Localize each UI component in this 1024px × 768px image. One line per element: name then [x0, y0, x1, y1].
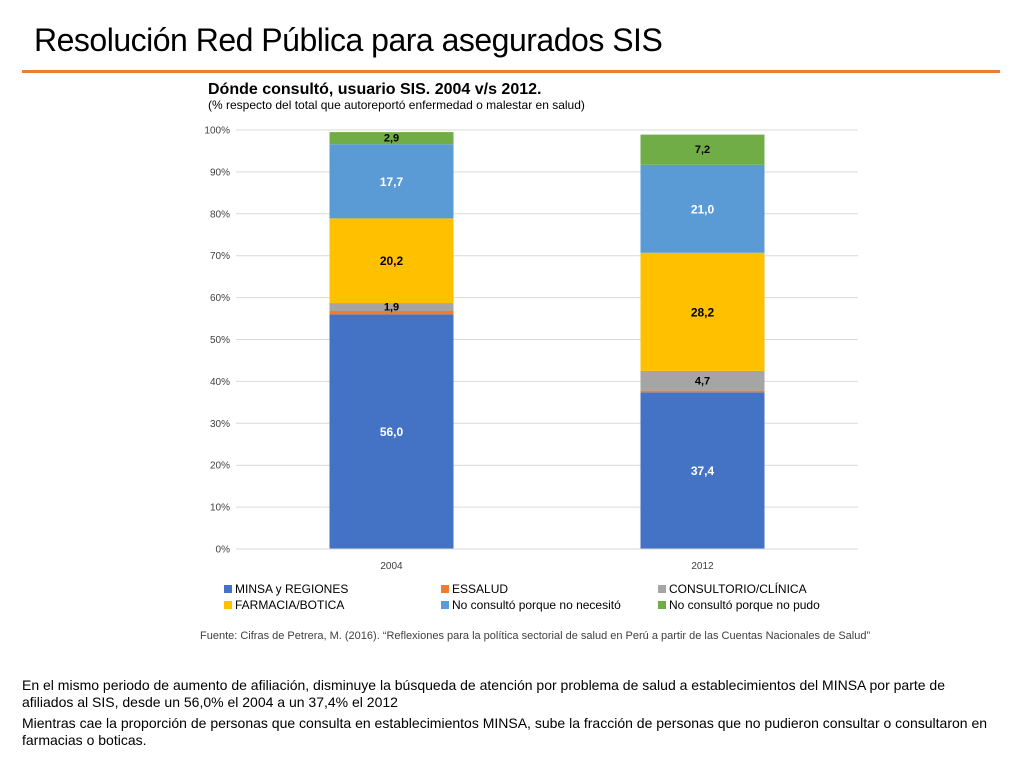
data-label: 7,2 — [695, 144, 710, 156]
legend-swatch — [441, 585, 449, 593]
source-note: Fuente: Cifras de Petrera, M. (2016). “R… — [200, 630, 871, 642]
y-tick-label: 20% — [210, 461, 230, 472]
legend-label: ESSALUD — [452, 582, 508, 596]
legend-swatch — [224, 585, 232, 593]
body-paragraph-1: En el mismo periodo de aumento de afilia… — [22, 677, 945, 710]
y-tick-label: 90% — [210, 167, 230, 178]
title-divider — [22, 70, 1000, 73]
bar-segment — [640, 252, 765, 371]
bar-segment — [640, 134, 765, 165]
legend-swatch — [441, 601, 449, 609]
y-axis: 0% 10% 20% 30% 40% 50% 60% 70% 80% 90% 100% — [204, 126, 230, 556]
data-label: 20,2 — [380, 254, 404, 268]
legend-label: FARMACIA/BOTICA — [235, 598, 344, 612]
y-tick-label: 60% — [210, 293, 230, 304]
bar-segment — [640, 390, 765, 393]
y-tick-label: 40% — [210, 377, 230, 388]
data-label: 28,2 — [691, 305, 715, 319]
data-label: 56,0 — [380, 425, 404, 439]
bar-segment — [329, 144, 454, 219]
body-paragraph-2: Mientras cae la proporción de personas q… — [22, 715, 988, 748]
data-label: 4,7 — [695, 375, 710, 387]
y-tick-label: 70% — [210, 251, 230, 262]
y-tick-label: 80% — [210, 209, 230, 220]
x-tick-label: 2012 — [691, 561, 714, 572]
data-label: 2,9 — [384, 133, 399, 145]
legend-label: CONSULTORIO/CLÍNICA — [669, 581, 807, 596]
bar-segment — [640, 392, 765, 549]
bar-segment — [329, 311, 454, 315]
legend-swatch — [658, 601, 666, 609]
x-axis: 2004 2012 — [236, 548, 858, 572]
chart-bars: 56,0 1,9 20,2 17,7 2,9 37,4 4,7 28,2 21,0 7,2 — [329, 132, 765, 549]
chart-legend: MINSA y REGIONES ESSALUD CONSULTORIO/CLÍNI… — [224, 581, 820, 612]
bar-segment — [329, 132, 454, 145]
data-label: 17,7 — [380, 175, 404, 189]
chart-title: Dónde consultó, usuario SIS. 2004 v/s 20… — [208, 81, 541, 98]
y-tick-label: 50% — [210, 335, 230, 346]
page-title: Resolución Red Pública para asegurados S… — [34, 22, 663, 58]
legend-swatch — [658, 585, 666, 593]
y-tick-label: 100% — [204, 126, 230, 137]
data-label: 1,9 — [384, 302, 399, 314]
data-label: 21,0 — [691, 202, 715, 216]
legend-label: No consultó porque no pudo — [669, 598, 820, 612]
bar-segment — [329, 314, 454, 549]
y-tick-label: 30% — [210, 419, 230, 430]
stacked-bar-chart: Dónde consultó, usuario SIS. 2004 v/s 20… — [204, 81, 858, 612]
bar-segment — [640, 164, 765, 253]
body-text: En el mismo periodo de aumento de afilia… — [22, 677, 997, 753]
bar-segment — [329, 303, 454, 312]
x-tick-label: 2004 — [380, 561, 403, 572]
bar-segment — [640, 370, 765, 391]
legend-label: MINSA y REGIONES — [235, 582, 348, 596]
chart-subtitle: (% respecto del total que autoreportó en… — [208, 98, 585, 112]
legend-swatch — [224, 601, 232, 609]
legend-label: No consultó porque no necesitó — [452, 598, 621, 612]
y-tick-label: 0% — [216, 545, 231, 556]
bar-segment — [329, 218, 454, 304]
chart-gridlines — [236, 129, 858, 550]
data-label: 37,4 — [691, 464, 715, 478]
y-tick-label: 10% — [210, 503, 230, 514]
